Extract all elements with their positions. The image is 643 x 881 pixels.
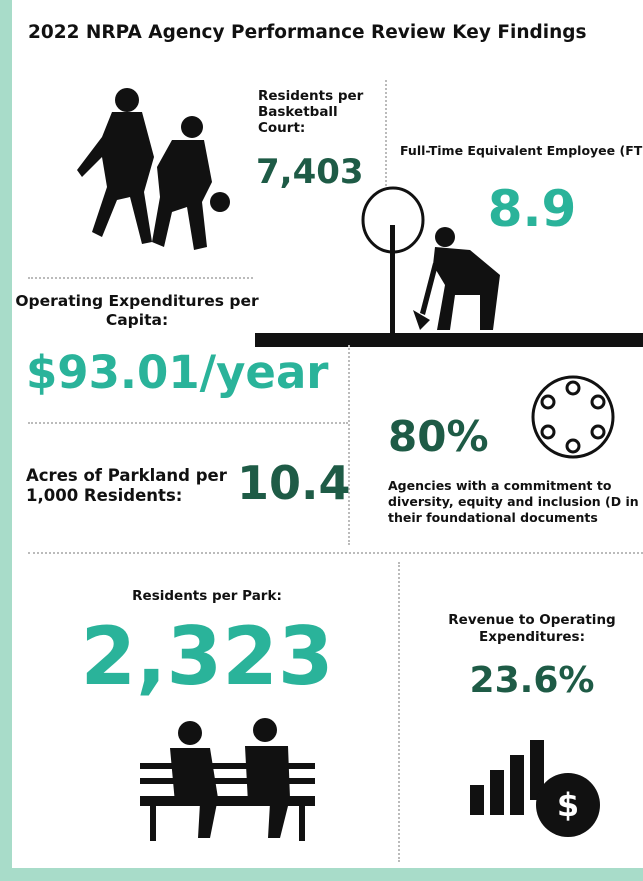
park-value: 2,323 [80, 610, 334, 703]
operating-label: Operating Expenditures per Capita: [15, 292, 259, 329]
svg-text:$: $ [557, 786, 579, 824]
ftes-label: Full-Time Equivalent Employee (FTEs) per… [400, 143, 643, 158]
bench-icon [140, 718, 315, 841]
basketball-value: 7,403 [256, 152, 364, 192]
divider [348, 345, 350, 545]
ftes-value: 8.9 [487, 180, 577, 238]
acres-value: 10.4 [237, 456, 351, 510]
title: 2022 NRPA Agency Performance Review Key … [28, 22, 587, 43]
revenue-icon: $ [470, 740, 600, 837]
divider [398, 562, 400, 862]
divider [28, 422, 348, 424]
revenue-label: Revenue to Operating Expenditures: [448, 612, 616, 645]
dei-label: Agencies with a commitment to diversity,… [388, 478, 639, 525]
infographic: 2022 NRPA Agency Performance Review Key … [12, 0, 643, 868]
operating-value: $93.01/year [26, 346, 329, 399]
acres-label: Acres of Parkland per 1,000 Residents: [26, 466, 227, 505]
revenue-value: 23.6% [469, 660, 595, 701]
divider [28, 277, 253, 279]
basketball-icon [77, 88, 230, 250]
divider [385, 80, 387, 190]
dei-icon [531, 375, 615, 459]
planting-icon [255, 186, 643, 347]
basketball-label: Residents per Basketball Court: [258, 88, 364, 136]
park-label: Residents per Park: [132, 588, 282, 604]
divider [28, 552, 643, 554]
dei-value: 80% [388, 412, 489, 461]
